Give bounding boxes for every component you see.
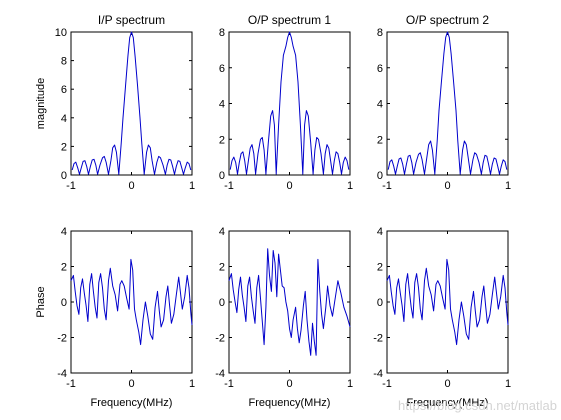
y-tick-label: 2: [61, 262, 67, 274]
y-tick-label: 8: [61, 56, 67, 68]
series-line-1: [386, 258, 509, 346]
y-tick-label: 4: [377, 99, 383, 111]
y-tick-label: 0: [377, 170, 383, 182]
x-tick-label: 1: [505, 378, 511, 390]
y-tick-label: 4: [61, 226, 67, 238]
y-axis-label: Phase: [35, 286, 47, 317]
y-tick-label: 0: [61, 170, 67, 182]
x-tick-label: -1: [224, 180, 234, 192]
x-axis-label: Frequency(MHz): [407, 397, 489, 409]
y-axis-label: magnitude: [35, 78, 47, 129]
y-tick-label: -2: [57, 333, 67, 345]
x-tick-label: 0: [128, 378, 134, 390]
x-tick-label: 0: [444, 180, 450, 192]
series-line-1: [70, 258, 193, 346]
series-line-1: [71, 31, 192, 175]
y-tick-label: 6: [377, 63, 383, 75]
x-tick-label: 1: [189, 378, 195, 390]
x-tick-label: 1: [347, 180, 353, 192]
y-tick-label: 2: [61, 141, 67, 153]
y-tick-label: -2: [373, 333, 383, 345]
y-tick-label: -4: [215, 368, 225, 380]
x-tick-label: 1: [347, 378, 353, 390]
x-tick-label: -1: [224, 378, 234, 390]
series-line-1: [228, 248, 351, 356]
y-tick-label: 4: [219, 99, 225, 111]
x-tick-label: 0: [286, 180, 292, 192]
x-tick-label: 1: [505, 180, 511, 192]
y-tick-label: 6: [61, 84, 67, 96]
y-tick-label: 8: [219, 27, 225, 39]
x-tick-label: 0: [286, 378, 292, 390]
y-tick-label: 2: [377, 262, 383, 274]
subplot-4: -1 0 1 -4 -2 0 2 4 Frequency(MHz) Phase: [35, 226, 195, 409]
y-tick-label: -4: [57, 368, 67, 380]
y-tick-label: 0: [219, 297, 225, 309]
x-tick-label: -1: [382, 180, 392, 192]
x-tick-label: 0: [444, 378, 450, 390]
y-tick-label: -4: [373, 368, 383, 380]
y-tick-label: 8: [377, 27, 383, 39]
subplot-6: -1 0 1 -4 -2 0 2 4 Frequency(MHz): [373, 226, 511, 409]
x-tick-label: -1: [66, 378, 76, 390]
y-tick-label: 6: [219, 63, 225, 75]
y-tick-label: 2: [219, 262, 225, 274]
subplot-title: I/P spectrum: [98, 13, 165, 27]
y-tick-label: 10: [55, 27, 67, 39]
x-tick-label: 0: [128, 180, 134, 192]
y-tick-label: 0: [61, 297, 67, 309]
y-tick-label: -2: [215, 333, 225, 345]
x-tick-label: -1: [66, 180, 76, 192]
x-axis-label: Frequency(MHz): [91, 397, 173, 409]
x-tick-label: 1: [189, 180, 195, 192]
series-line-1: [387, 31, 508, 175]
x-tick-label: -1: [382, 378, 392, 390]
subplot-title: O/P spectrum 2: [406, 13, 489, 27]
subplot-5: -1 0 1 -4 -2 0 2 4 Frequency(MHz): [215, 226, 353, 409]
x-axis-label: Frequency(MHz): [249, 397, 331, 409]
y-tick-label: 0: [219, 170, 225, 182]
y-tick-label: 2: [219, 134, 225, 146]
y-tick-label: 4: [61, 113, 67, 125]
y-tick-label: 2: [377, 134, 383, 146]
series-line-1: [229, 31, 350, 175]
y-tick-label: 4: [219, 226, 225, 238]
y-tick-label: 0: [377, 297, 383, 309]
y-tick-label: 4: [377, 226, 383, 238]
watermark: https://blog.csdn.net/matlab: [398, 398, 557, 413]
subplot-title: O/P spectrum 1: [248, 13, 331, 27]
